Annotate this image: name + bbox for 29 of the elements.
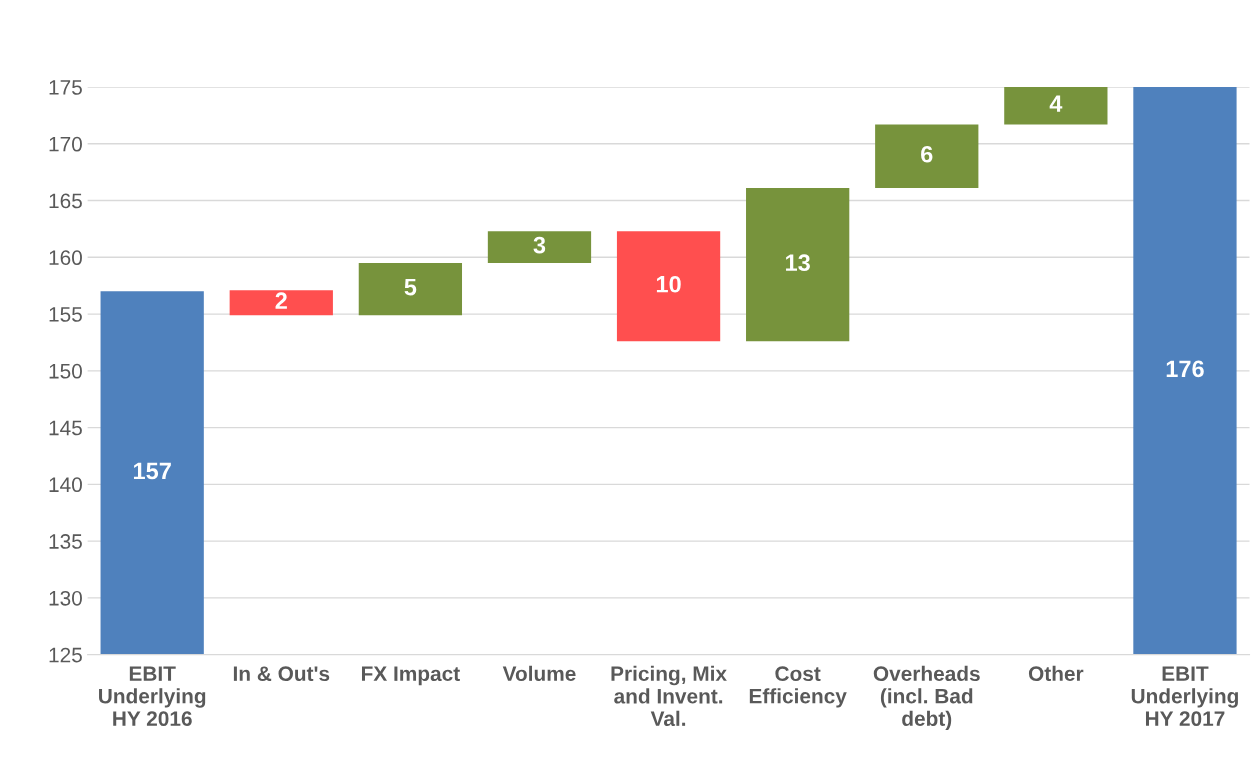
x-tick-label: Other [1028,665,1084,682]
x-tick-label: In & Out's [233,666,330,682]
x-tick-label: Pricing, Mix and Invent. Val. [611,665,727,727]
data-label: 6 [921,145,933,163]
data-label: 4 [1049,95,1063,112]
x-tick-label: Volume [502,665,576,682]
data-label: 13 [786,254,810,272]
x-tick-label: Overheads (incl. Bad debt) [873,665,980,731]
y-tick-label: 150 [49,363,82,379]
y-tick-label: 130 [49,590,82,606]
y-tick-label: 165 [49,193,82,209]
y-tick-label: 145 [49,420,82,436]
x-tick-label: EBIT Underlying HY 2016 [99,666,206,727]
y-tick-label: 155 [49,307,82,322]
y-tick-label: 135 [49,534,82,549]
data-label: 10 [656,275,681,293]
y-tick-label: 140 [49,477,82,493]
y-tick-label: 125 [49,647,82,663]
data-label: 157 [133,462,171,480]
y-tick-label: 170 [49,136,82,152]
x-tick-label: Cost Efficiency [749,666,847,708]
data-label: 176 [1166,360,1204,378]
x-tick-label: FX Impact [361,666,460,686]
data-label: 2 [275,292,287,309]
x-tick-label: EBIT Underlying HY 2017 [1131,666,1238,727]
y-tick-label: 160 [49,250,82,266]
y-tick-label: 175 [49,80,82,95]
data-label: 5 [404,278,417,296]
data-label: 3 [533,236,546,254]
